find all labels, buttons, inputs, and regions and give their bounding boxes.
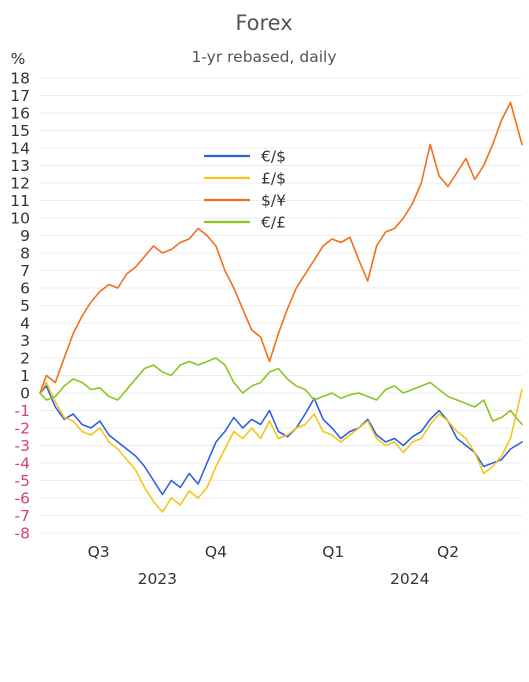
series-lines: [39, 101, 523, 513]
x-quarter-label: Q2: [437, 543, 459, 561]
y-tick-label: -5: [15, 472, 30, 490]
chart-title: Forex: [235, 11, 292, 35]
x-year-label: 2023: [138, 570, 177, 588]
y-tick-label: 15: [10, 122, 30, 140]
y-tick-label: 11: [10, 192, 30, 210]
x-quarter-label: Q1: [322, 543, 344, 561]
y-tick-label: 3: [20, 332, 30, 350]
y-tick-label: 13: [10, 157, 30, 175]
y-tick-label: 1: [20, 367, 30, 385]
y-tick-label: 7: [20, 262, 30, 280]
series-line: [39, 381, 523, 513]
y-tick-label: 0: [20, 385, 30, 403]
y-tick-label: 14: [10, 140, 30, 158]
legend-label: €/$: [261, 148, 286, 166]
x-quarter-label: Q3: [88, 543, 110, 561]
y-tick-label: 16: [10, 105, 30, 123]
x-year-label: 2024: [390, 570, 429, 588]
x-axis-ticks: Q3 Q4 Q1 Q2 2023 2024: [88, 543, 459, 588]
legend-label: $/¥: [261, 192, 286, 210]
y-tick-label: 6: [20, 280, 30, 298]
y-tick-label: 5: [20, 297, 30, 315]
x-quarter-label: Q4: [205, 543, 227, 561]
series-line: [39, 385, 523, 496]
y-tick-label: 4: [20, 315, 30, 333]
y-tick-label: -3: [15, 437, 30, 455]
series-line: [39, 101, 523, 394]
y-tick-label: 18: [10, 70, 30, 88]
y-tick-label: 8: [20, 245, 30, 263]
gridlines: [40, 77, 522, 534]
legend-label: £/$: [261, 170, 286, 188]
y-tick-label: 12: [10, 175, 30, 193]
legend-label: €/£: [261, 214, 286, 232]
y-tick-label: 17: [10, 87, 30, 105]
y-tick-label: 9: [20, 227, 30, 245]
y-tick-label: -4: [15, 455, 30, 473]
legend: €/$ £/$ $/¥ €/£: [204, 148, 286, 232]
y-axis-ticks: 1817161514131211109876543210-1-2-3-4-5-6…: [10, 70, 30, 543]
y-tick-label: -6: [15, 490, 30, 508]
y-tick-label: -1: [15, 402, 30, 420]
y-tick-label: -7: [15, 507, 30, 525]
y-tick-label: -8: [15, 525, 30, 543]
chart-subtitle: 1-yr rebased, daily: [192, 48, 337, 66]
y-tick-label: 2: [20, 350, 30, 368]
y-tick-label: 10: [10, 210, 30, 228]
series-line: [39, 357, 523, 426]
y-axis-unit-label: %: [11, 50, 26, 68]
y-tick-label: -2: [15, 420, 30, 438]
